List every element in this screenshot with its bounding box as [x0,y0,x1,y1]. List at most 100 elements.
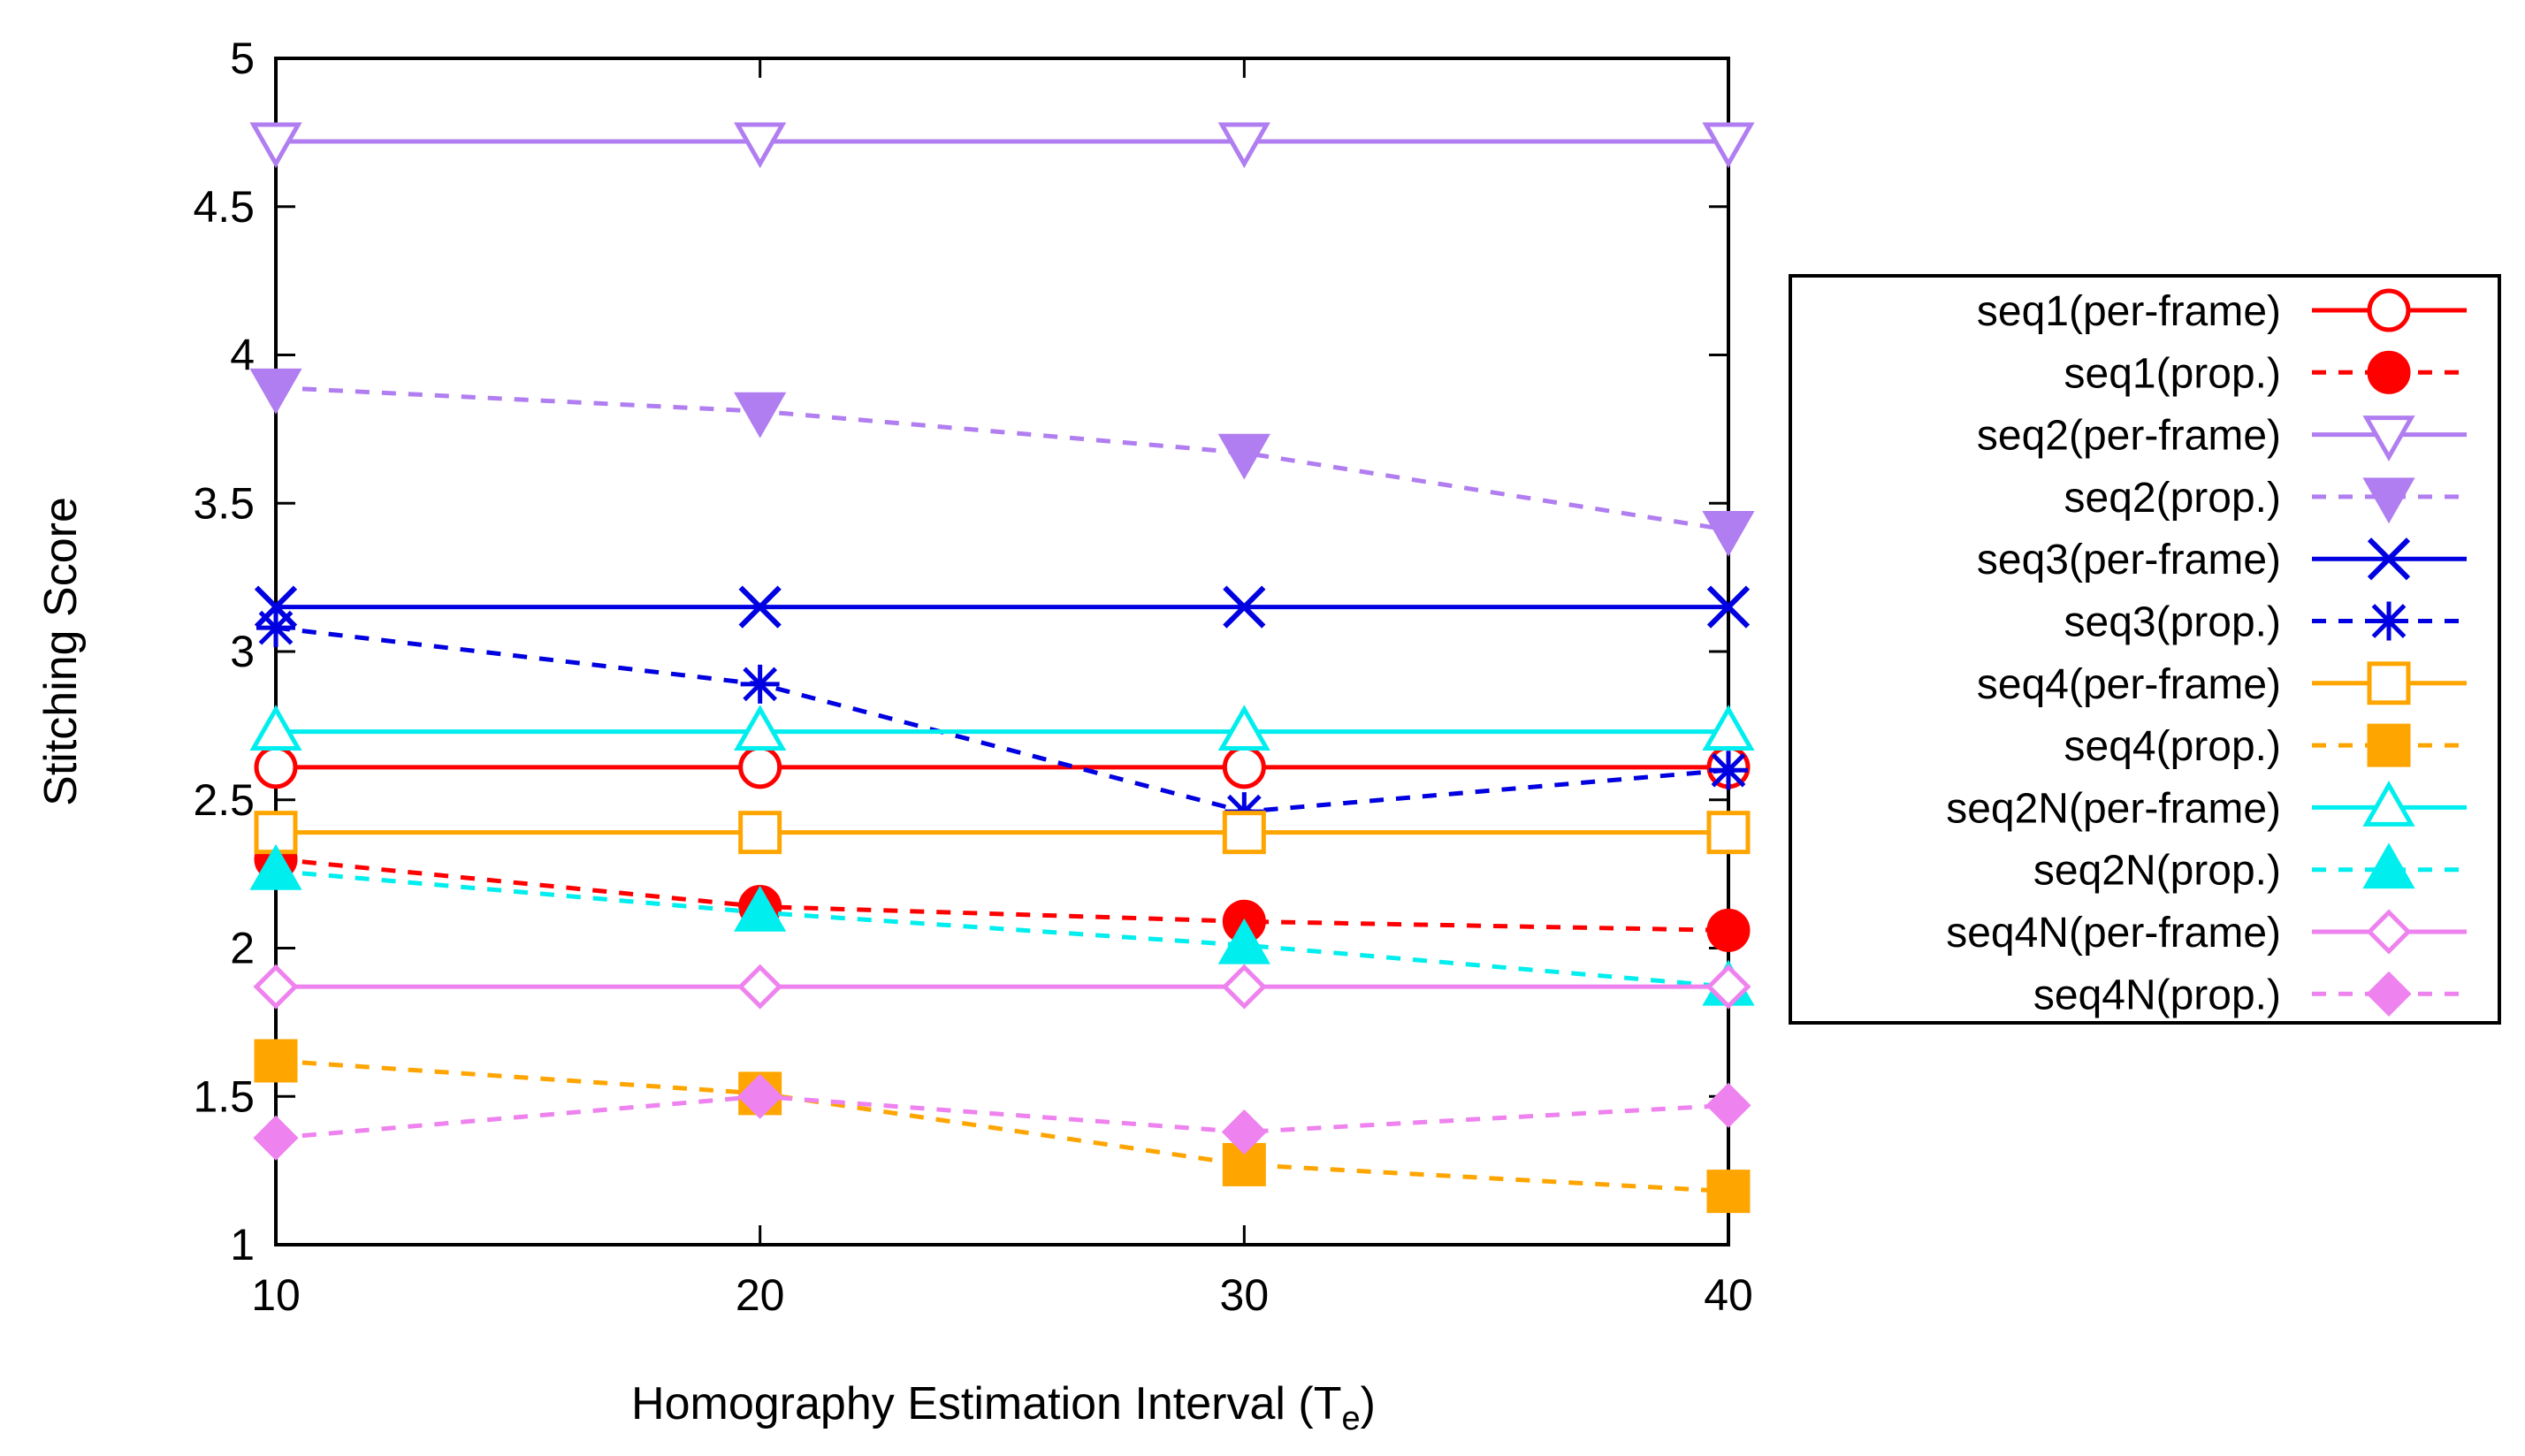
data-point [1221,1109,1267,1155]
series-seq2N(per-frame) [249,705,1755,751]
legend-entries: seq1(per-frame) seq1(prop.) seq2(per-frame… [1946,288,2467,1018]
legend-label: seq4(prop.) [2064,723,2281,770]
legend-entry: seq2N(prop.) [2033,842,2467,895]
data-point [1222,745,1266,789]
legend-marker [2367,288,2411,332]
data-point [249,705,302,751]
series-line [275,1058,1729,1194]
legend-marker [2362,842,2415,889]
legend-label: seq2N(per-frame) [1946,785,2281,832]
data-point [734,122,787,169]
series-seq2(prop.) [249,368,1755,557]
data-point [254,745,298,789]
y-tick-label: 3 [230,627,255,676]
series-line [275,625,1729,814]
legend-label: seq3(prop.) [2064,599,2281,646]
series-seq4(prop.) [254,1039,1751,1214]
x-axis-label-suffix: ) [1361,1378,1376,1429]
legend-entry: seq3(prop.) [2064,599,2467,646]
data-point [1222,811,1266,855]
x-axis-label: Homography Estimation Interval (Te) [631,1378,1376,1437]
legend-marker [2367,661,2411,705]
y-tick-label: 1 [230,1220,255,1269]
y-tick-label: 2.5 [193,775,255,825]
series-seq4N(prop.) [253,1073,1751,1161]
legend-label: seq4(per-frame) [1977,661,2281,708]
data-point [1706,1170,1751,1214]
data-point [253,1115,299,1161]
legend-marker [2367,723,2411,767]
data-point [1705,964,1751,1010]
y-tick-label: 1.5 [193,1071,255,1121]
series-seq4(per-frame) [254,811,1751,855]
data-point [1221,964,1267,1010]
series-seq3(per-frame) [254,585,1751,629]
data-point [254,1039,298,1083]
data-point [734,705,787,751]
x-axis-label-subscript: e [1341,1400,1360,1437]
data-point [1705,1082,1751,1128]
legend-marker [2369,601,2408,641]
legend-marker [2362,477,2415,524]
data-point [1702,122,1755,169]
legend-label: seq3(per-frame) [1977,537,2281,583]
legend-entry: seq2N(per-frame) [1946,781,2467,832]
series-seq1(prop.) [254,837,1751,952]
series-layer [249,122,1755,1214]
legend: seq1(per-frame) seq1(prop.) seq2(per-frame… [1789,274,2501,1025]
legend-label: seq2N(prop.) [2033,848,2281,895]
x-tick-label: 40 [1704,1270,1753,1320]
data-point [1223,585,1266,629]
legend-label: seq2(per-frame) [1977,413,2281,460]
legend-marker [2367,350,2411,394]
x-tick-label: 30 [1220,1270,1270,1320]
data-point [1709,751,1748,790]
series-line [275,385,1729,532]
x-axis-label-main: Homography Estimation Interval (T [631,1378,1341,1429]
legend-entry: seq4N(per-frame) [1946,909,2467,957]
data-point [738,811,782,855]
data-point [253,964,299,1010]
legend-entry: seq4(per-frame) [1977,661,2467,708]
data-point [1217,122,1270,169]
series-seq2(per-frame) [249,122,1755,169]
data-point [734,885,787,932]
data-point [256,608,295,648]
data-point [738,745,782,789]
data-point [249,843,302,890]
data-point [1217,705,1270,751]
data-point [738,585,782,629]
series-seq1(per-frame) [254,745,1751,789]
data-point [1706,908,1751,952]
x-tick-label: 20 [736,1270,785,1320]
legend-entry: seq4N(prop.) [2033,971,2467,1018]
legend-entry: seq4(prop.) [2064,723,2467,770]
legend-marker [2366,909,2412,955]
series-seq4N(per-frame) [253,964,1751,1010]
data-point [1217,918,1270,964]
legend-entry: seq2(prop.) [2064,475,2467,524]
data-point [1706,585,1751,629]
legend-marker [2366,971,2412,1017]
y-axis-ticks: 1 1.5 2 2.5 3 3.5 4 4.5 5 [193,34,1728,1269]
series-line [275,857,1729,933]
y-tick-label: 4.5 [193,182,255,232]
data-point [737,964,783,1010]
data-point [1702,705,1755,751]
series-line [275,1094,1729,1140]
legend-entry: seq1(per-frame) [1977,288,2467,335]
data-point [249,368,302,415]
data-point [1217,433,1270,480]
data-point [249,122,302,169]
legend-marker [2362,415,2415,461]
y-tick-label: 4 [230,331,255,380]
data-point [737,1073,783,1119]
legend-box [1789,274,2501,1025]
data-point [734,392,787,438]
y-tick-label: 3.5 [193,478,255,528]
series-seq3(prop.) [256,608,1748,832]
legend-label: seq1(per-frame) [1977,288,2281,335]
legend-label: seq2(prop.) [2064,475,2281,522]
x-tick-label: 10 [251,1270,301,1320]
